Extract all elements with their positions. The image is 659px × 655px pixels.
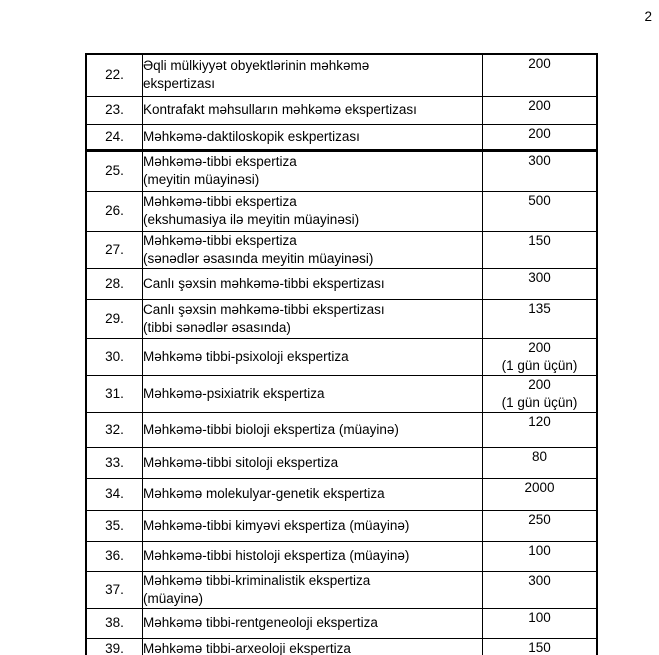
row-number-cell: 36.	[85, 540, 143, 572]
service-name-cell: Məhkəmə molekulyar-genetik ekspertiza	[142, 477, 483, 511]
service-name-cell: Kontrafakt məhsulların məhkəmə ekspertiz…	[142, 95, 483, 125]
table-row: 31. Məhkəmə-psixiatrik ekspertiza 200 (1…	[85, 374, 598, 413]
service-name-cell: Canlı şəxsin məhkəmə-tibbi ekspertizası	[142, 267, 483, 300]
table-row: 30. Məhkəmə tibbi-psixoloji ekspertiza 2…	[85, 337, 598, 376]
service-name-cell: Canlı şəxsin məhkəmə-tibbi ekspertizası …	[142, 298, 483, 339]
service-name-cell: Məhkəmə-tibbi ekspertiza (ekshumasiya il…	[142, 190, 483, 232]
row-number-cell: 35.	[85, 509, 143, 542]
row-number-cell: 31.	[85, 374, 143, 413]
table-row: 26. Məhkəmə-tibbi ekspertiza (ekshumasiy…	[85, 190, 598, 232]
price-cell: 200	[482, 95, 598, 125]
service-name-cell: Məhkəmə tibbi-rentgeneoloji ekspertiza	[142, 607, 483, 639]
row-number-cell: 30.	[85, 337, 143, 376]
price-cell: 300	[482, 267, 598, 300]
price-cell: 120	[482, 411, 598, 448]
service-name-cell: Məhkəmə-tibbi sitoloji ekspertiza	[142, 446, 483, 479]
expertise-fee-table: 22. Əqli mülkiyyət obyektlərinin məhkəmə…	[85, 53, 598, 655]
price-cell: 250	[482, 509, 598, 542]
table-row: 35. Məhkəmə-tibbi kimyəvi ekspertiza (mü…	[85, 509, 598, 542]
row-number-cell: 33.	[85, 446, 143, 479]
row-number-cell: 39.	[85, 637, 143, 655]
table-row: 25. Məhkəmə-tibbi ekspertiza (meyitin mü…	[85, 149, 598, 192]
price-cell: 500	[482, 190, 598, 232]
row-number-cell: 32.	[85, 411, 143, 448]
price-cell: 200	[482, 53, 598, 97]
service-name-cell: Məhkəmə-tibbi bioloji ekspertiza (müayin…	[142, 411, 483, 448]
table-row: 36. Məhkəmə-tibbi histoloji ekspertiza (…	[85, 540, 598, 572]
row-number-cell: 25.	[85, 149, 143, 192]
price-cell: 100	[482, 607, 598, 639]
service-name-cell: Məhkəmə-daktiloskopik eskpertizası	[142, 123, 483, 152]
row-number-cell: 29.	[85, 298, 143, 339]
service-name-cell: Məhkəmə-tibbi ekspertiza (sənədlər əsası…	[142, 230, 483, 269]
service-name-cell: Məhkəmə-tibbi histoloji ekspertiza (müay…	[142, 540, 483, 572]
table-row: 24. Məhkəmə-daktiloskopik eskpertizası 2…	[85, 123, 598, 152]
table-row: 28. Canlı şəxsin məhkəmə-tibbi ekspertiz…	[85, 267, 598, 300]
service-name-cell: Əqli mülkiyyət obyektlərinin məhkəmə eks…	[142, 53, 483, 97]
price-cell: 200 (1 gün üçün)	[482, 374, 598, 413]
row-number-cell: 26.	[85, 190, 143, 232]
row-number-cell: 24.	[85, 123, 143, 152]
table-row: 37. Məhkəmə tibbi-kriminalistik eksperti…	[85, 570, 598, 609]
price-cell: 150	[482, 637, 598, 655]
price-cell: 300	[482, 570, 598, 609]
table-row: 38. Məhkəmə tibbi-rentgeneoloji eksperti…	[85, 607, 598, 639]
table-row: 39. Məhkəmə tibbi-arxeoloji ekspertiza 1…	[85, 637, 598, 655]
price-cell: 80	[482, 446, 598, 479]
row-number-cell: 27.	[85, 230, 143, 269]
row-number-cell: 37.	[85, 570, 143, 609]
service-name-cell: Məhkəmə-tibbi ekspertiza (meyitin müayin…	[142, 149, 483, 192]
service-name-cell: Məhkəmə tibbi-psixoloji ekspertiza	[142, 337, 483, 376]
price-cell: 200	[482, 123, 598, 152]
table-row: 29. Canlı şəxsin məhkəmə-tibbi ekspertiz…	[85, 298, 598, 339]
row-number-cell: 38.	[85, 607, 143, 639]
service-name-cell: Məhkəmə tibbi-arxeoloji ekspertiza	[142, 637, 483, 655]
price-cell: 300	[482, 149, 598, 192]
row-number-cell: 23.	[85, 95, 143, 125]
price-cell: 100	[482, 540, 598, 572]
table-row: 34. Məhkəmə molekulyar-genetik ekspertiz…	[85, 477, 598, 511]
price-cell: 135	[482, 298, 598, 339]
table-row: 32. Məhkəmə-tibbi bioloji ekspertiza (mü…	[85, 411, 598, 448]
price-cell: 150	[482, 230, 598, 269]
page-number: 2	[644, 9, 652, 24]
price-cell: 200 (1 gün üçün)	[482, 337, 598, 376]
price-cell: 2000	[482, 477, 598, 511]
service-name-cell: Məhkəmə-psixiatrik ekspertiza	[142, 374, 483, 413]
service-name-cell: Məhkəmə tibbi-kriminalistik ekspertiza (…	[142, 570, 483, 609]
table-row: 22. Əqli mülkiyyət obyektlərinin məhkəmə…	[85, 53, 598, 97]
service-name-cell: Məhkəmə-tibbi kimyəvi ekspertiza (müayin…	[142, 509, 483, 542]
table-row: 33. Məhkəmə-tibbi sitoloji ekspertiza 80	[85, 446, 598, 479]
table-row: 23. Kontrafakt məhsulların məhkəmə ekspe…	[85, 95, 598, 125]
row-number-cell: 34.	[85, 477, 143, 511]
table-row: 27. Məhkəmə-tibbi ekspertiza (sənədlər ə…	[85, 230, 598, 269]
row-number-cell: 28.	[85, 267, 143, 300]
row-number-cell: 22.	[85, 53, 143, 97]
